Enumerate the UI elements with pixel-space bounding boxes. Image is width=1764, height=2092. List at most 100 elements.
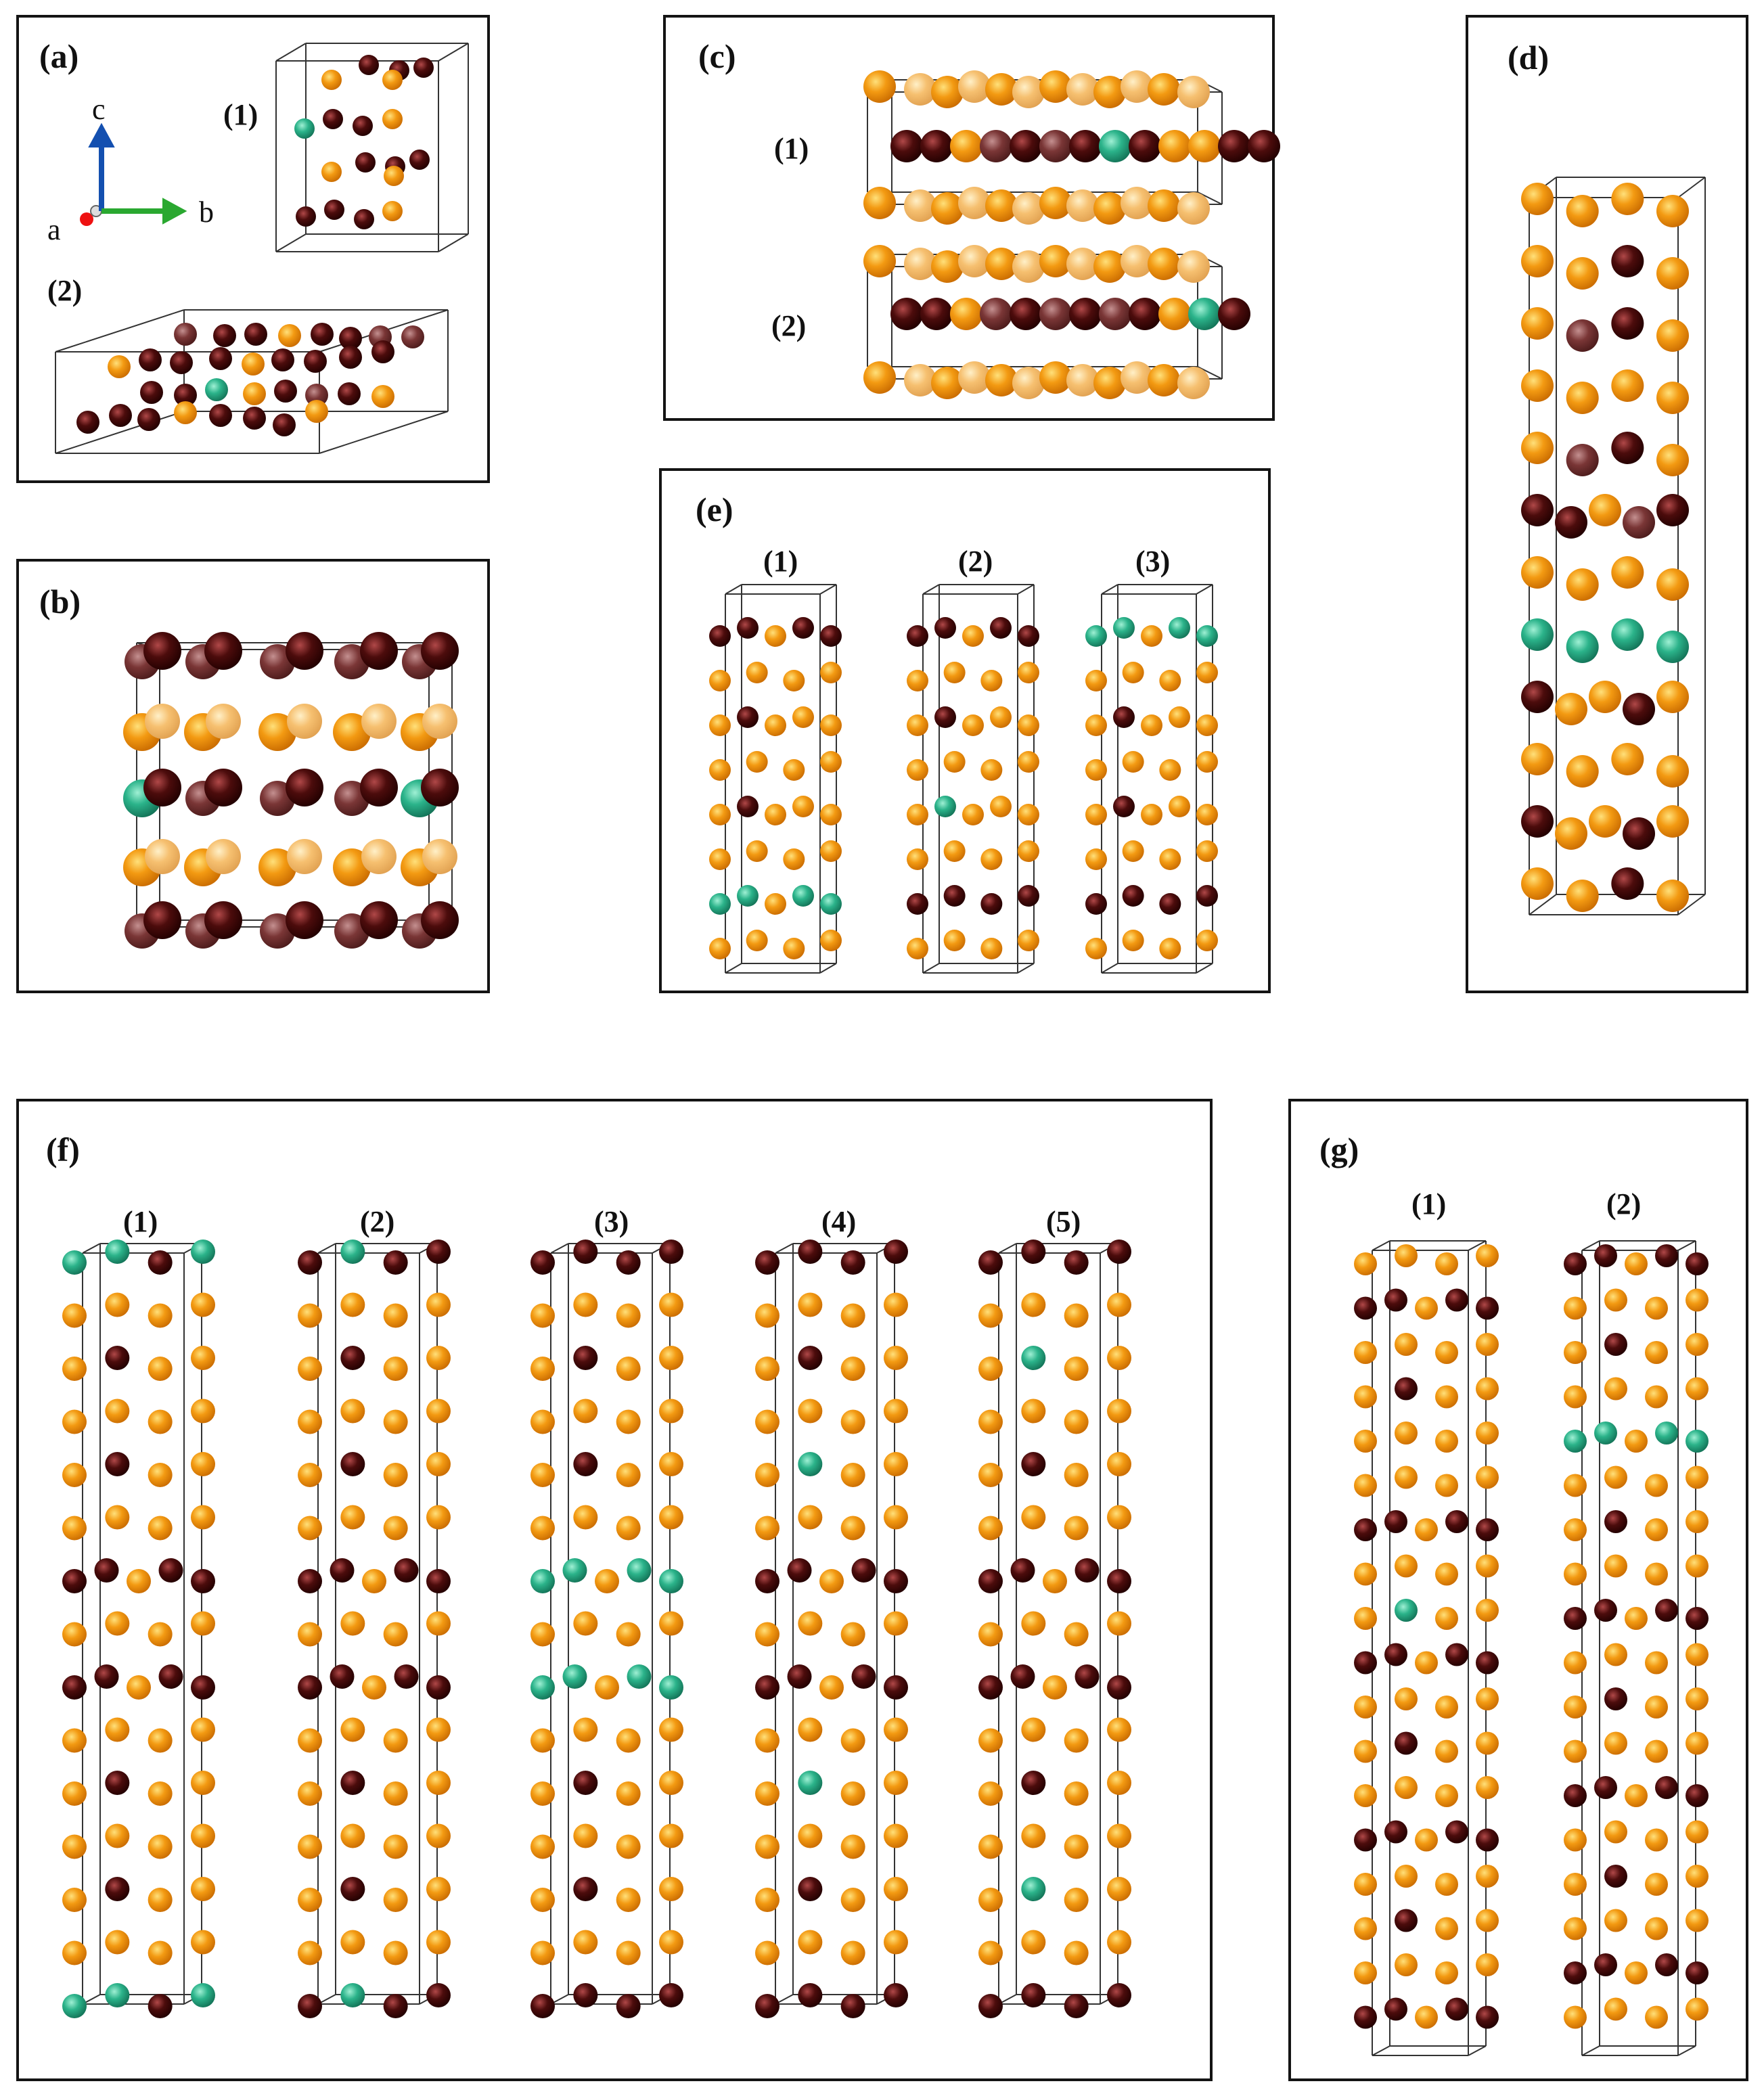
cu-atom [145,704,180,739]
cu-atom [362,1675,386,1700]
cu-atom [1435,1607,1458,1630]
cu-atom [820,714,842,736]
cu-atom [863,187,896,219]
cu-atom [659,1505,683,1530]
cu-atom [1645,1651,1668,1675]
cu-atom [1107,1611,1131,1636]
cu-atom [1085,714,1107,736]
cu-atom [1354,1562,1377,1586]
cu-atom [978,1781,1003,1806]
cu-atom [904,248,936,280]
zr-atom [339,346,362,369]
cu-atom [978,1622,1003,1647]
cu-atom [1064,1303,1089,1328]
zr-atom [209,347,232,370]
zr-atom [798,1877,823,1901]
zr-atom [105,1346,130,1370]
cu-atom [298,1781,322,1806]
cu-atom [783,670,805,691]
cu-atom [1064,1409,1089,1434]
cu-atom [422,839,457,874]
cu-atom [931,250,964,283]
cu-atom [990,796,1012,817]
cu-atom [962,804,984,825]
cu-atom [980,938,1003,959]
cu-atom [1107,1930,1131,1955]
panel-a-sub2-label: (2) [47,274,83,307]
cu-atom [1604,1731,1627,1755]
cu-atom [1476,1776,1499,1799]
zr-atom [1476,2005,1499,2029]
cu-atom [382,70,403,90]
cu-atom [904,189,936,222]
cu-atom [1686,1465,1709,1489]
cu-atom [1589,805,1621,838]
cu-atom [1476,1731,1499,1755]
cu-atom [907,938,928,959]
zr-atom [1604,1865,1627,1888]
zr-atom [426,1240,451,1264]
zr-atom [787,1664,812,1689]
cu-atom [340,1611,365,1636]
cu-atom [148,1463,173,1487]
cu-atom [1555,693,1587,725]
cu-atom [820,751,842,773]
cu-atom [931,76,964,108]
cu-atom [1395,1554,1418,1578]
cu-atom [426,1717,451,1742]
cu-atom [148,1516,173,1541]
cu-atom [62,1622,87,1647]
cu-atom [755,1781,779,1806]
cu-atom [1354,1385,1377,1409]
cu-atom [709,670,731,691]
zr-atom [1521,494,1554,526]
zr-atom [286,632,323,670]
cu-atom [1107,1292,1131,1317]
zr-atom [755,1675,779,1700]
zr-atom [1354,2005,1377,2029]
cu-atom [1064,1463,1089,1487]
zr-atom [1594,1244,1617,1267]
cu-atom [616,1357,641,1381]
zr-atom [1069,130,1102,162]
cu-atom [820,930,842,951]
zr-atom [884,1983,908,2007]
cu-atom [530,1516,555,1541]
cu-atom [383,1888,408,1912]
cu-atom [1435,1739,1458,1763]
panel-e-sub1-label: (1) [763,545,798,578]
cu-atom [907,714,928,736]
cu-atom [1645,1296,1668,1320]
cu-atom [333,848,371,886]
zr-atom [1445,1288,1468,1312]
cu-atom [1354,1784,1377,1807]
zr-atom [907,625,928,647]
cu-atom [1476,1422,1499,1445]
cu-atom [1177,250,1210,283]
cu-atom [298,1888,322,1912]
zr-atom [573,1452,598,1476]
zr-atom [1476,1828,1499,1852]
cu-atom [1169,796,1190,817]
dopant-atom [191,1240,215,1264]
cu-atom [1686,1554,1709,1578]
cu-atom [206,839,241,874]
dopant-atom [798,1452,823,1476]
cu-atom [1354,1739,1377,1763]
zr-atom [311,323,334,346]
zr-atom [978,1675,1003,1700]
cu-atom [530,1940,555,1965]
cu-atom [978,1834,1003,1859]
cu-atom [907,670,928,691]
cu-atom [1354,1696,1377,1719]
dopant-atom [1395,1599,1418,1622]
cu-atom [1645,2005,1668,2029]
zr-atom [1354,1518,1377,1541]
panel-b-label: (b) [39,583,81,620]
cu-atom [383,1781,408,1806]
cu-atom [1085,848,1107,870]
cu-atom [1395,1953,1418,1976]
zr-atom [340,1346,365,1370]
cu-atom [62,1357,87,1381]
